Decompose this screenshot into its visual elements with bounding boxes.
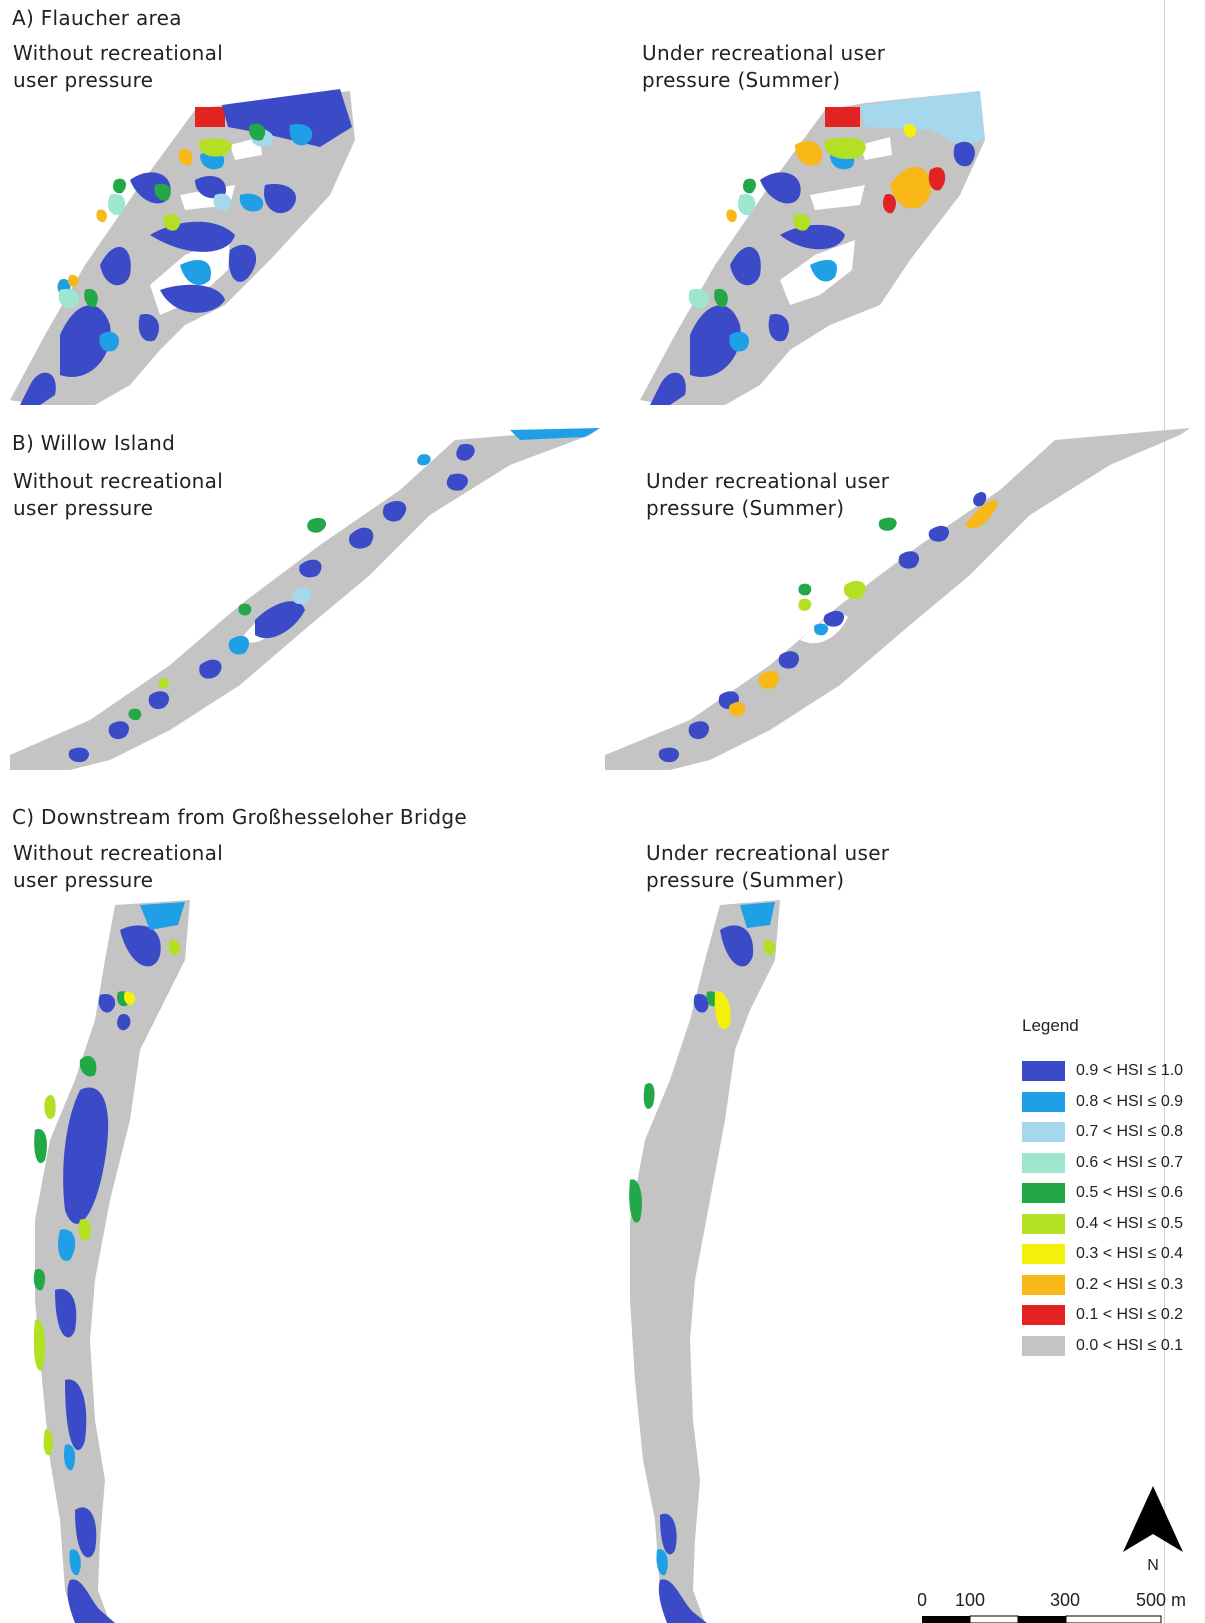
legend-item: 0.6 < HSI ≤ 0.7: [1022, 1148, 1202, 1179]
legend: Legend 0.9 < HSI ≤ 1.0 0.8 < HSI ≤ 0.9 0.7…: [1022, 1016, 1202, 1361]
frame-border: [1164, 0, 1165, 1623]
map-c-under-pressure: [629, 900, 780, 1623]
map-a-without-pressure: [10, 89, 355, 405]
legend-label: 0.0 < HSI ≤ 0.1: [1076, 1336, 1184, 1354]
map-a-under-pressure: [640, 91, 985, 405]
legend-item: 0.2 < HSI ≤ 0.3: [1022, 1270, 1202, 1301]
section-c-right-label: Under recreational user pressure (Summer…: [646, 841, 890, 892]
scale-tick-300: 300: [1050, 1590, 1080, 1610]
map-b-under-pressure: [605, 428, 1190, 770]
section-b-left-label: Without recreational user pressure: [13, 469, 224, 520]
legend-swatch: [1022, 1335, 1065, 1356]
map-c-without-pressure: [33, 900, 190, 1623]
legend-item: 0.4 < HSI ≤ 0.5: [1022, 1209, 1202, 1240]
section-c-left-label: Without recreational user pressure: [13, 841, 224, 892]
north-label: N: [1147, 1557, 1159, 1572]
legend-label: 0.2 < HSI ≤ 0.3: [1076, 1275, 1184, 1293]
legend-item: 0.1 < HSI ≤ 0.2: [1022, 1300, 1202, 1331]
scale-tick-100: 100: [955, 1590, 985, 1610]
section-a-left-label: Without recreational user pressure: [13, 41, 224, 92]
legend-item: 0.7 < HSI ≤ 0.8: [1022, 1117, 1202, 1148]
legend-label: 0.9 < HSI ≤ 1.0: [1076, 1062, 1184, 1080]
map-b-without-pressure: [10, 428, 600, 770]
scale-tick-0: 0: [918, 1590, 927, 1610]
legend-title: Legend: [1022, 1016, 1079, 1035]
section-b-right-label: Under recreational user pressure (Summer…: [646, 469, 890, 520]
section-a-title: A) Flaucher area: [12, 6, 182, 30]
legend-items: 0.9 < HSI ≤ 1.0 0.8 < HSI ≤ 0.9 0.7 < HSI …: [1022, 1056, 1202, 1361]
legend-label: 0.8 < HSI ≤ 0.9: [1076, 1092, 1184, 1110]
legend-swatch: [1022, 1061, 1065, 1082]
legend-swatch: [1022, 1183, 1065, 1204]
legend-item: 0.3 < HSI ≤ 0.4: [1022, 1239, 1202, 1270]
legend-label: 0.6 < HSI ≤ 0.7: [1076, 1153, 1184, 1171]
legend-label: 0.7 < HSI ≤ 0.8: [1076, 1123, 1184, 1141]
legend-item: 0.5 < HSI ≤ 0.6: [1022, 1178, 1202, 1209]
scale-bar: 0 100 300 500 m: [918, 1590, 1186, 1623]
legend-item: 0.8 < HSI ≤ 0.9: [1022, 1087, 1202, 1118]
legend-swatch: [1022, 1305, 1065, 1326]
scale-tick-500: 500 m: [1136, 1590, 1186, 1610]
legend-label: 0.3 < HSI ≤ 0.4: [1076, 1245, 1184, 1263]
legend-item: 0.0 < HSI ≤ 0.1: [1022, 1331, 1202, 1362]
legend-label: 0.4 < HSI ≤ 0.5: [1076, 1214, 1184, 1232]
section-a-right-label: Under recreational user pressure (Summer…: [642, 41, 886, 92]
legend-swatch: [1022, 1213, 1065, 1234]
legend-swatch: [1022, 1274, 1065, 1295]
legend-label: 0.1 < HSI ≤ 0.2: [1076, 1306, 1184, 1324]
legend-item: 0.9 < HSI ≤ 1.0: [1022, 1056, 1202, 1087]
legend-swatch: [1022, 1091, 1065, 1112]
legend-swatch: [1022, 1122, 1065, 1143]
north-arrow-icon: N: [1123, 1486, 1183, 1572]
section-b-title: B) Willow Island: [12, 431, 176, 455]
legend-swatch: [1022, 1244, 1065, 1265]
legend-swatch: [1022, 1152, 1065, 1173]
legend-label: 0.5 < HSI ≤ 0.6: [1076, 1184, 1184, 1202]
section-c-title: C) Downstream from Großhesseloher Bridge: [12, 805, 467, 829]
